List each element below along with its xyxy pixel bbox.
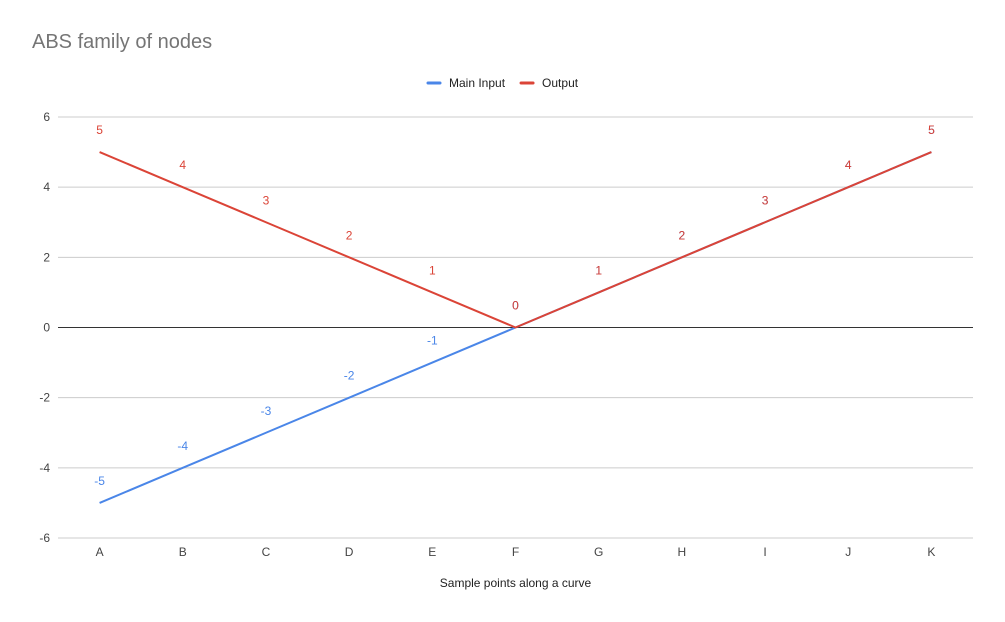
data-label: -5 [94, 474, 105, 488]
data-label: -1 [427, 334, 438, 348]
data-label: 2 [679, 228, 686, 242]
data-label: -2 [344, 369, 355, 383]
data-label: 5 [928, 123, 935, 137]
x-tick-label: A [96, 545, 104, 559]
data-label: 0 [512, 299, 519, 313]
x-tick-label: J [845, 545, 851, 559]
data-label: 3 [762, 193, 769, 207]
data-label: 2 [679, 228, 686, 242]
data-label: 5 [928, 123, 935, 137]
chart-title: ABS family of nodes [32, 31, 213, 53]
data-label: 2 [346, 228, 353, 242]
x-tick-label: C [262, 545, 271, 559]
y-tick-label: 6 [43, 110, 50, 124]
x-tick-label: K [927, 545, 935, 559]
x-tick-label: F [512, 545, 519, 559]
x-axis-title: Sample points along a curve [440, 576, 592, 590]
y-tick-label: -6 [39, 531, 50, 545]
y-tick-label: 0 [43, 321, 50, 335]
data-label: 3 [762, 193, 769, 207]
x-tick-label: E [428, 545, 436, 559]
legend: Main Input Output [426, 76, 579, 90]
data-label: 1 [595, 263, 602, 277]
y-tick-label: 4 [43, 180, 50, 194]
legend-item-main-input[interactable]: Main Input [426, 76, 506, 90]
data-label: 1 [429, 263, 436, 277]
x-tick-label: H [678, 545, 687, 559]
data-label: 3 [263, 193, 270, 207]
y-tick-label: -4 [39, 461, 50, 475]
y-tick-label: -2 [39, 391, 50, 405]
data-label: 4 [845, 158, 852, 172]
x-tick-label: D [345, 545, 354, 559]
data-label: 0 [512, 299, 519, 313]
legend-label: Output [542, 76, 579, 90]
legend-label: Main Input [449, 76, 506, 90]
legend-item-output[interactable]: Output [519, 76, 579, 90]
y-axis: -6 -4 -2 0 2 4 6 [39, 110, 50, 545]
x-tick-label: B [179, 545, 187, 559]
x-tick-label: G [594, 545, 603, 559]
data-label: -4 [177, 439, 188, 453]
data-label: 4 [845, 158, 852, 172]
y-tick-label: 2 [43, 250, 50, 264]
data-label: -3 [261, 404, 272, 418]
x-axis: A B C D E F G H I J K [96, 545, 936, 559]
data-label: 4 [179, 158, 186, 172]
series [99, 151, 932, 504]
x-tick-label: I [763, 545, 766, 559]
data-label: 1 [595, 263, 602, 277]
data-label: 5 [96, 123, 103, 137]
